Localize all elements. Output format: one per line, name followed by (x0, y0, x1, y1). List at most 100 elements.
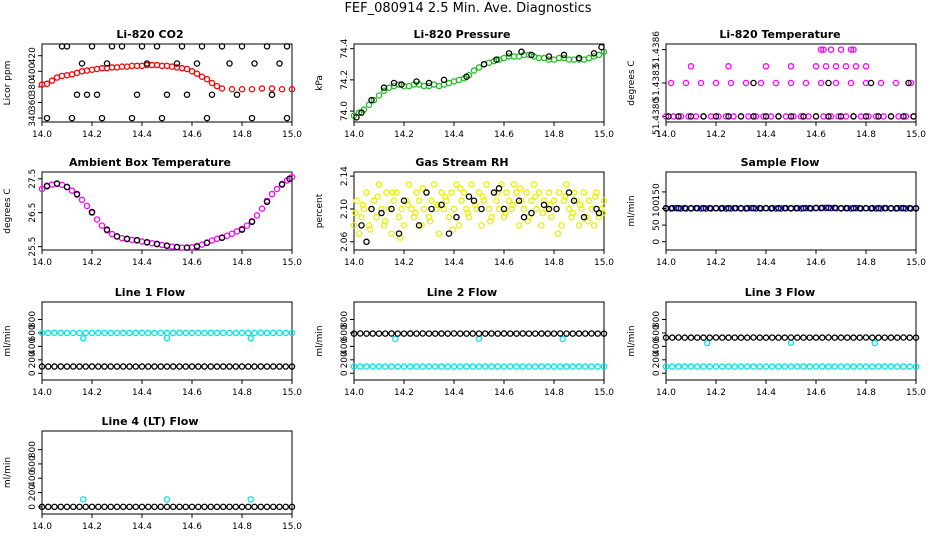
panel-sample-flow: Sample Flow 14.0 14.2 14.4 14.6 14.8 15.0 0 50 1… (624, 156, 936, 276)
data-point (432, 363, 439, 370)
data-point (590, 222, 598, 229)
data-point (725, 113, 732, 120)
data-point (133, 91, 141, 98)
data-point (248, 114, 256, 122)
x-tick-label: 15.0 (282, 130, 302, 140)
data-point (144, 329, 152, 337)
data-point (425, 363, 433, 370)
data-point (101, 363, 108, 370)
data-point (800, 334, 807, 341)
data-point (519, 363, 526, 370)
data-point (133, 236, 141, 244)
data-point (600, 197, 608, 204)
x-tick-label: 14.6 (182, 130, 202, 140)
data-point (248, 85, 256, 93)
y-tick-label: 400 (28, 338, 38, 355)
data-point (793, 204, 801, 212)
data-point (385, 205, 393, 213)
y-axis-label: kPa (315, 75, 325, 91)
data-point (843, 204, 851, 212)
data-point (201, 503, 208, 511)
y-axis-label: ml/min (3, 325, 13, 356)
data-point (238, 85, 246, 93)
data-point (380, 84, 388, 91)
data-point (887, 204, 895, 212)
data-point (685, 113, 692, 120)
y-tick-label: 27.5 (28, 169, 38, 189)
panel-licor-pressure: Li-820 Pressure 14.0 14.2 14.4 14.6 14.8 15.0… (312, 28, 614, 148)
data-point (731, 363, 739, 370)
data-point (203, 239, 211, 247)
panel-line4-lt-flow: Line 4 (LT) Flow 14.0 14.2 14.4 14.6 14.8 15.… (0, 415, 302, 540)
data-point (892, 79, 900, 87)
data-point (744, 334, 751, 341)
data-point (388, 230, 395, 237)
data-point (912, 363, 920, 370)
data-point (45, 329, 52, 337)
data-point (598, 43, 605, 51)
data-point (365, 101, 373, 109)
x-tick-label: 14.6 (806, 388, 826, 398)
data-point (545, 53, 553, 60)
data-point (48, 77, 56, 84)
data-point (787, 339, 795, 346)
data-point (120, 329, 127, 337)
data-point (68, 114, 76, 122)
data-point (113, 363, 121, 370)
data-point (263, 363, 271, 370)
data-point (593, 189, 600, 196)
data-point (132, 503, 139, 511)
data-point (388, 205, 395, 213)
data-point (38, 329, 46, 337)
data-point (425, 79, 433, 87)
data-point (276, 329, 283, 337)
data-point (151, 363, 158, 370)
data-point (687, 113, 695, 120)
data-point (797, 113, 805, 120)
data-point (862, 334, 870, 341)
data-point (107, 503, 115, 511)
y-axis-label: ml/min (627, 195, 637, 226)
data-point (902, 113, 910, 120)
data-point (588, 330, 595, 337)
data-point (468, 181, 475, 188)
data-point (218, 43, 226, 50)
data-point (812, 363, 820, 370)
data-point (868, 334, 876, 341)
data-point (419, 330, 427, 337)
x-tick-label: 15.0 (282, 388, 302, 398)
data-point (481, 363, 489, 370)
data-point (768, 334, 776, 341)
data-point (463, 363, 470, 370)
data-point (419, 363, 427, 370)
data-point (806, 363, 813, 370)
data-point (595, 209, 603, 217)
data-point (163, 496, 171, 503)
data-point (563, 363, 570, 370)
data-point (475, 64, 483, 71)
data-point (123, 235, 131, 243)
data-point (392, 335, 399, 343)
data-point (519, 330, 526, 337)
data-point (775, 334, 782, 341)
data-point (257, 503, 264, 511)
data-point (126, 363, 133, 370)
data-point (806, 334, 813, 341)
data-point (126, 329, 133, 337)
data-point (423, 189, 430, 196)
data-point (667, 79, 675, 87)
data-point (825, 79, 832, 87)
data-point (760, 113, 767, 120)
data-point (516, 185, 524, 192)
data-point (95, 363, 102, 370)
data-point (725, 363, 732, 370)
data-point (812, 334, 820, 341)
data-point (128, 114, 136, 122)
data-point (203, 114, 211, 122)
data-point (427, 218, 434, 225)
panel-line3-flow: Line 3 Flow 14.0 14.2 14.4 14.6 14.8 15.0 0 200… (624, 286, 936, 406)
data-point (575, 222, 583, 229)
panel-line1-flow: Line 1 Flow 14.0 14.2 14.4 14.6 14.8 15.0 0 200… (0, 286, 302, 406)
data-point (82, 329, 90, 337)
data-point (750, 113, 757, 120)
